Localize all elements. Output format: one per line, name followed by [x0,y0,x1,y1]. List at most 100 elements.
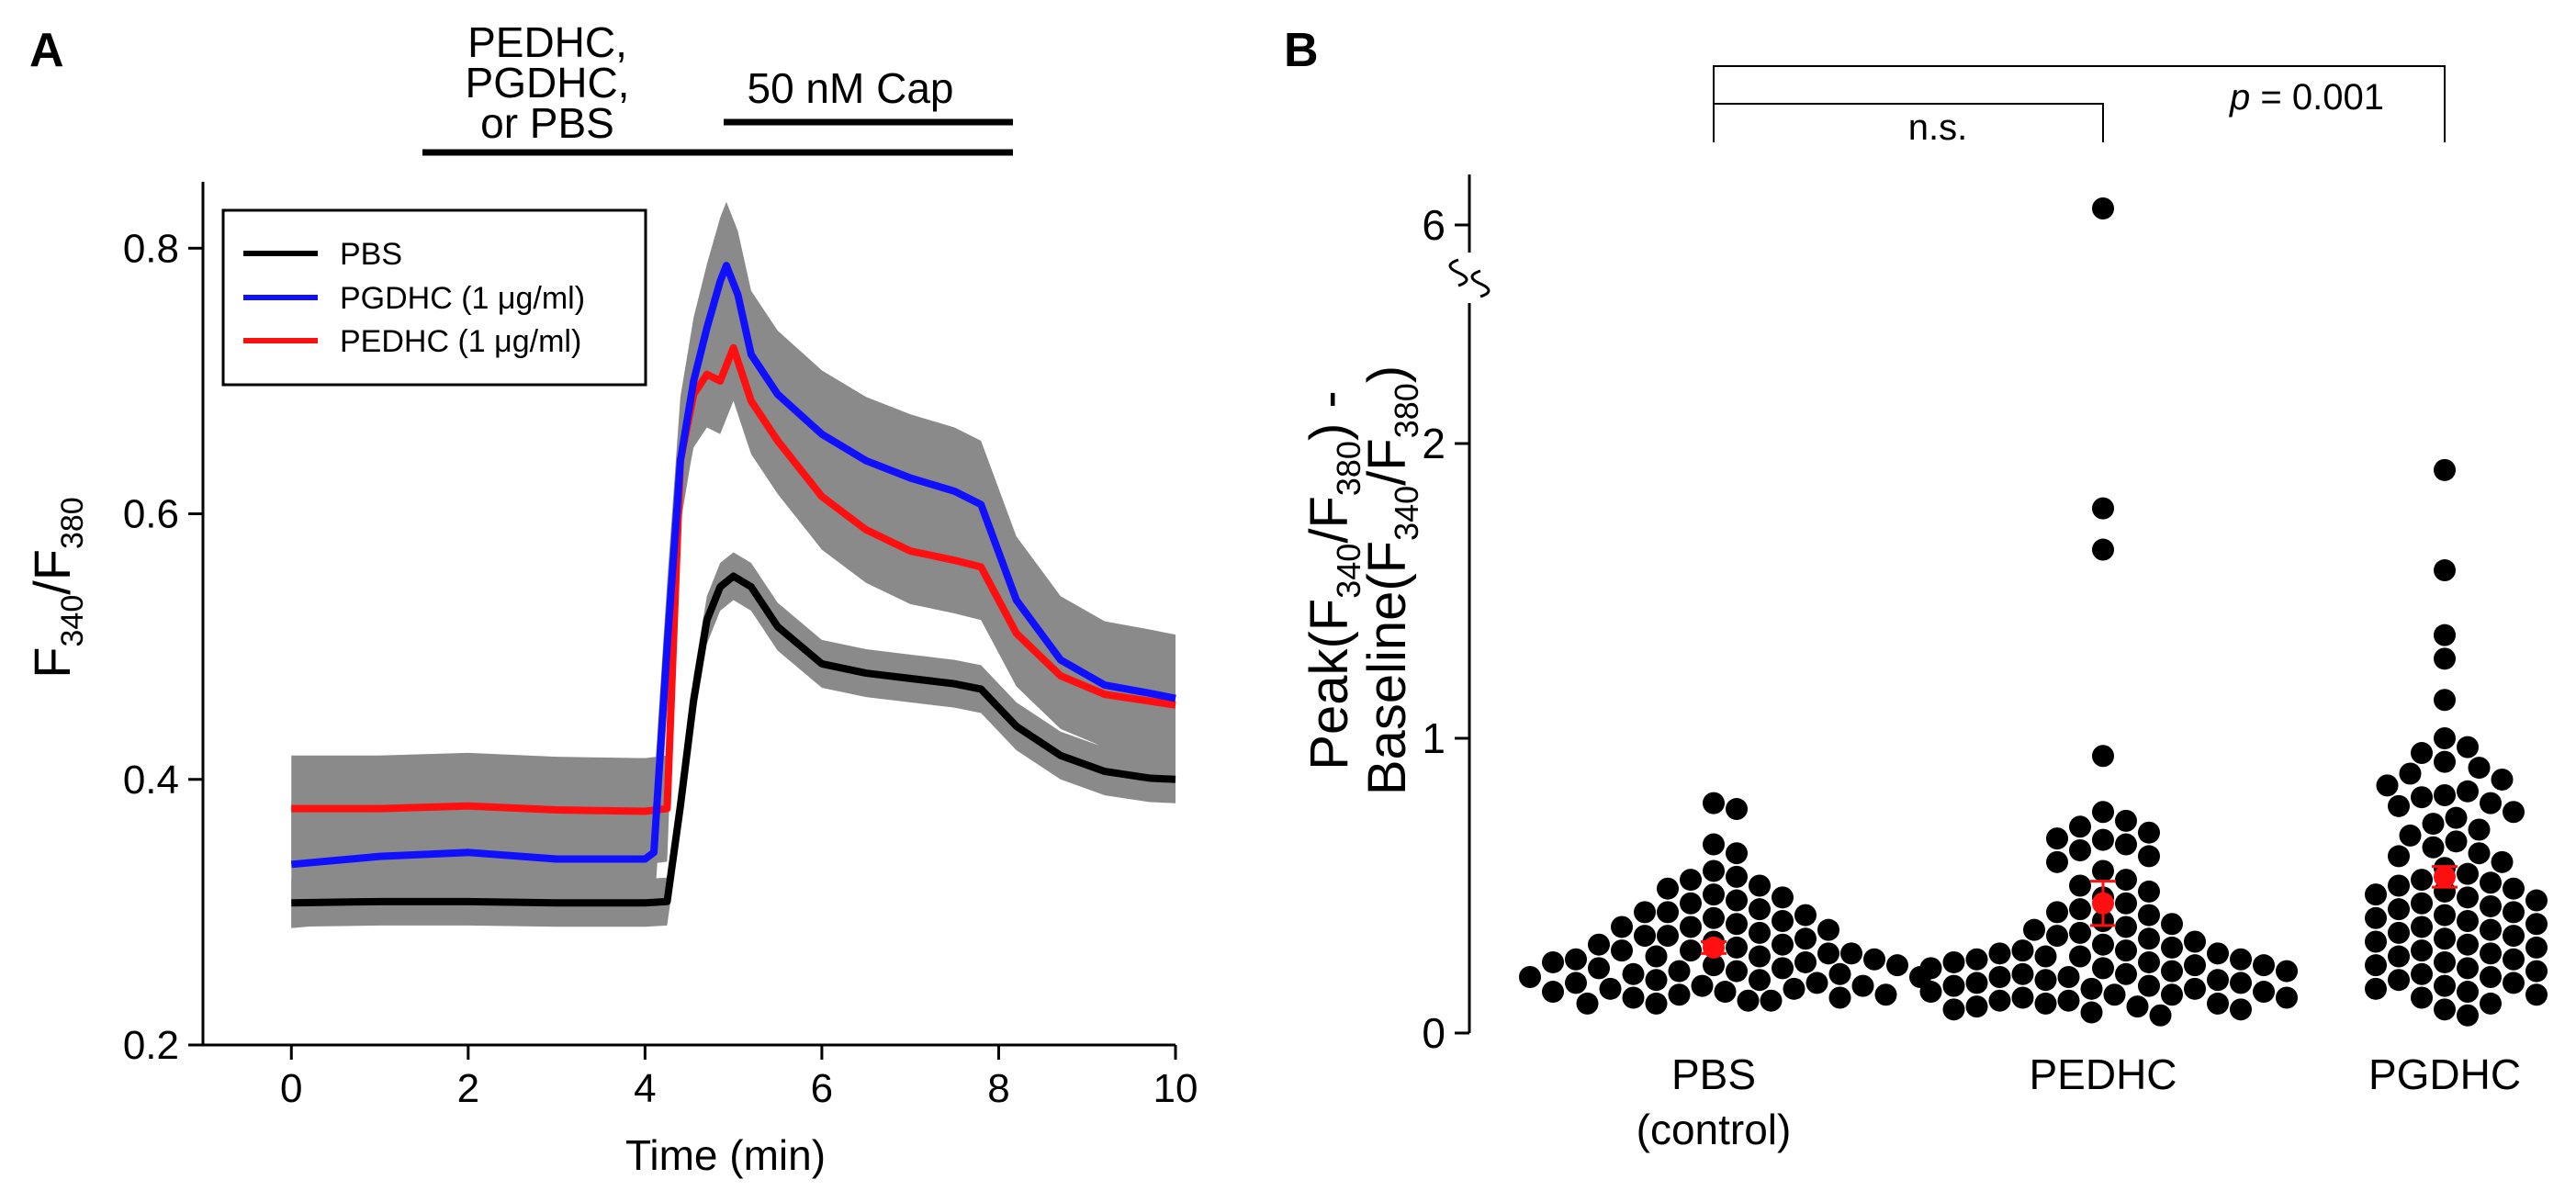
data-point [2161,913,2183,936]
data-point [2161,936,2183,959]
data-point [2092,197,2114,219]
data-point [1565,972,1587,994]
data-point [2388,794,2410,817]
data-point [1942,998,1965,1021]
a-x-tick-label: 10 [1153,1066,1198,1111]
data-point [2092,828,2114,851]
data-point [2069,815,2091,838]
data-point [2480,966,2502,989]
data-point [1622,986,1645,1009]
data-point [2184,977,2206,1000]
data-point [2411,892,2433,915]
data-point [2092,497,2114,520]
data-point [2115,962,2137,985]
data-point [2388,874,2410,897]
data-point [2434,784,2456,806]
sig-label-p: p = 0.001 [2229,77,2384,118]
data-point [2276,960,2298,983]
data-point [1703,859,1725,882]
data-point [1794,950,1817,973]
data-point [1634,925,1656,948]
b-y-tick-label: 6 [1422,201,1445,249]
data-point [2069,945,2091,968]
data-point [1645,992,1668,1015]
data-point [1772,886,1794,909]
data-point [1965,995,1988,1018]
a-x-tick-label: 0 [280,1066,302,1111]
sig-p-italic: p [2229,77,2250,118]
data-point [2046,901,2068,924]
data-point [2365,906,2387,929]
b-y-axis-label-line2: Baseline(F340/F380) [1357,365,1425,795]
data-point [2161,983,2183,1006]
data-point [2457,933,2479,956]
data-point [2434,689,2456,712]
data-point [1703,833,1725,856]
data-point [2388,921,2410,944]
b-y-ticks: 0 1 2 6 [1422,201,1469,1057]
data-point [2491,850,2514,873]
data-point [2434,998,2456,1021]
data-point [2480,894,2502,917]
data-point [2057,966,2080,989]
data-point [1726,936,1748,959]
a-x-tick-label: 4 [634,1066,656,1111]
data-point [1783,977,1805,1000]
data-point [2253,981,2275,1004]
a-y-tick-label: 0.8 [123,226,179,271]
data-point [1726,798,1748,821]
data-point [1634,901,1656,924]
b-ylabel-l1-mid: /F [1299,496,1359,544]
series-line-1 [290,262,1176,869]
data-point [2207,942,2229,965]
b-y-tick-label: 1 [1422,714,1445,762]
data-point [2115,869,2137,892]
data-point [2230,948,2252,971]
data-point [2525,936,2548,959]
data-point [2434,904,2456,927]
data-point [1668,960,1691,983]
data-point [2480,992,2502,1015]
data-point [2434,727,2456,749]
bracket-pbs-pedhc [1713,103,2104,142]
data-point [2457,736,2479,758]
treatment-label-line1: PEDHC, [467,18,627,66]
panel-b-label: B [1284,24,1319,77]
data-point [1749,898,1771,921]
data-point [2503,972,2525,994]
data-point [2411,742,2433,765]
data-point [1772,910,1794,933]
data-point [1703,792,1725,814]
data-point [2092,745,2114,768]
data-point [2138,821,2160,844]
data-point [1645,945,1668,968]
data-point [2023,918,2045,941]
data-point [1622,962,1645,985]
data-point [2365,977,2387,1000]
data-point [1805,972,1828,994]
data-point [2388,969,2410,992]
data-point [2445,806,2468,829]
data-point [2468,757,2491,780]
data-point [2457,910,2479,933]
data-point [1703,906,1725,929]
data-point [2434,950,2456,973]
data-point [2411,962,2433,985]
b-ylabel-l2-sub2: 380 [1388,383,1425,438]
data-point [1680,939,1702,962]
data-point [2365,883,2387,906]
a-x-ticks: 0 2 4 6 8 10 [280,1045,1198,1111]
data-point [1749,969,1771,992]
data-point [2092,957,2114,980]
data-point [1851,974,1874,997]
data-point [2503,948,2525,971]
data-point [2457,886,2479,909]
data-point [1760,989,1783,1012]
data-point [2080,977,2103,1000]
data-point [2011,986,2034,1009]
b-ylabel-l2-post: ) [1357,365,1417,383]
data-point [2080,1001,2103,1024]
data-point [1749,874,1771,897]
data-point [2399,762,2422,785]
